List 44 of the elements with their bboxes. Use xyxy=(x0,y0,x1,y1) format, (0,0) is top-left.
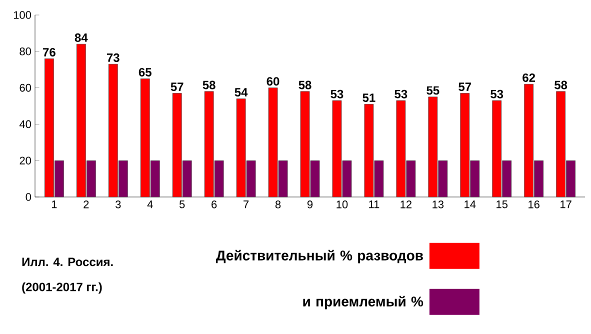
x-tick-label: 4 xyxy=(147,200,153,208)
data-label: 76 xyxy=(43,48,56,56)
x-tick-label: 5 xyxy=(179,200,185,208)
data-label: 65 xyxy=(138,68,152,76)
data-label: 57 xyxy=(170,82,184,92)
x-tick-label: 8 xyxy=(275,200,281,208)
data-label: 60 xyxy=(266,77,280,86)
x-tick-label: 17 xyxy=(560,200,572,208)
x-tick-label: 3 xyxy=(116,200,121,208)
data-label: 58 xyxy=(298,80,312,90)
legend-label: и приемлемый % xyxy=(303,296,424,310)
x-tick-label: 14 xyxy=(464,200,476,208)
data-label: 62 xyxy=(522,73,536,82)
data-label: 53 xyxy=(330,90,344,98)
data-label: 51 xyxy=(362,94,376,102)
x-tick-label: 11 xyxy=(369,200,380,208)
x-tick-label: 15 xyxy=(496,200,508,208)
x-tick-label: 6 xyxy=(212,200,217,208)
y-tick-label: 20 xyxy=(20,156,32,164)
data-label: 53 xyxy=(490,90,504,98)
y-tick-label: 0 xyxy=(26,193,32,201)
y-tick-label: 100 xyxy=(14,11,32,19)
x-tick-label: 9 xyxy=(307,200,313,208)
legend-label: Действительный % разводов xyxy=(216,250,423,264)
data-label: 84 xyxy=(74,33,88,42)
text: (2001-2017 гг.) xyxy=(22,282,102,294)
x-tick-label: 12 xyxy=(400,200,412,208)
data-label: 53 xyxy=(394,90,408,98)
data-label: 54 xyxy=(234,88,248,97)
data-label: 58 xyxy=(202,80,216,90)
data-label: 55 xyxy=(426,86,440,95)
x-tick-label: 1 xyxy=(52,200,57,208)
text: Илл. 4. Россия. xyxy=(22,258,113,266)
x-tick-label: 2 xyxy=(84,200,89,208)
x-tick-label: 16 xyxy=(528,200,540,208)
data-label: 57 xyxy=(458,82,472,92)
x-tick-label: 7 xyxy=(244,200,249,208)
y-tick-label: 40 xyxy=(19,120,32,128)
x-tick-label: 13 xyxy=(432,200,444,208)
data-label: 58 xyxy=(554,80,568,90)
data-label: 73 xyxy=(106,53,120,62)
y-tick-label: 60 xyxy=(20,84,32,92)
y-tick-label: 80 xyxy=(20,48,32,56)
x-tick-label: 10 xyxy=(336,200,348,208)
